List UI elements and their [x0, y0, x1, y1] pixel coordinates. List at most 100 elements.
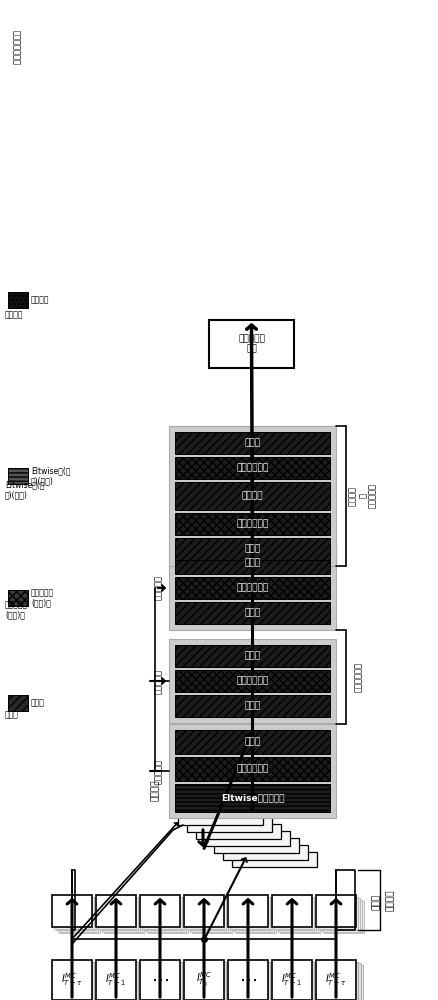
Text: 卷积层: 卷积层 [244, 558, 260, 568]
Bar [175, 432, 329, 454]
Bar [140, 895, 180, 927]
Bar [279, 901, 319, 933]
Text: $I^{MC}_{T-1}$: $I^{MC}_{T-1}$ [105, 972, 126, 988]
Bar [102, 900, 141, 932]
Text: 反卷积层组: 反卷积层组 [367, 484, 376, 508]
Bar [190, 900, 230, 932]
Text: 卷积规范化
(激活)层: 卷积规范化 (激活)层 [5, 600, 28, 619]
Bar [140, 960, 180, 1000]
Bar [57, 963, 97, 1000]
Bar [189, 963, 229, 1000]
Bar [175, 784, 329, 812]
Bar [191, 964, 231, 1000]
Text: 输出视频帧
序列: 输出视频帧 序列 [237, 334, 265, 354]
Text: Eltwise层（相加）: Eltwise层（相加） [220, 794, 283, 802]
Text: 帧处理: 帧处理 [371, 894, 380, 910]
Bar [235, 964, 275, 1000]
Text: 卷积层: 卷积层 [244, 608, 260, 617]
Bar [233, 900, 273, 932]
Bar [315, 895, 355, 927]
Text: 卷积规范化层: 卷积规范化层 [236, 584, 268, 592]
Bar [54, 896, 94, 928]
Bar [175, 670, 329, 692]
Text: 卷积层: 卷积层 [244, 438, 260, 448]
Text: 卷积层: 卷积层 [5, 710, 19, 719]
Bar [169, 639, 335, 723]
Text: 卷积层: 卷积层 [244, 702, 260, 710]
Bar [273, 896, 313, 928]
Text: 光流对齐层: 光流对齐层 [153, 758, 162, 784]
Text: 残差对齐层: 残差对齐层 [153, 668, 162, 694]
Text: 卷积层: 卷积层 [244, 652, 260, 660]
Text: Eltwise层(相
加)(相乘): Eltwise层(相 加)(相乘) [5, 480, 44, 499]
Bar [98, 962, 138, 1000]
Bar [272, 960, 311, 1000]
Bar [142, 962, 182, 1000]
Bar [56, 898, 96, 930]
Bar [279, 964, 319, 1000]
Bar [187, 898, 227, 930]
Bar [175, 645, 329, 667]
Bar [60, 964, 99, 1000]
Bar [146, 900, 186, 932]
Bar [231, 852, 316, 867]
Bar [205, 831, 290, 846]
Bar [213, 838, 298, 853]
Bar [58, 900, 98, 932]
Bar [323, 964, 363, 1000]
Bar [169, 426, 335, 566]
Bar [175, 602, 329, 624]
Text: 卷积层: 卷积层 [244, 544, 260, 554]
Text: 卷积规范化
(激活)层: 卷积规范化 (激活)层 [31, 588, 54, 608]
Bar [320, 963, 360, 1000]
Text: 反卷积层: 反卷积层 [5, 310, 24, 319]
Bar [191, 901, 231, 933]
Bar [177, 810, 262, 825]
Bar [175, 538, 329, 560]
Bar [52, 960, 92, 1000]
Bar [141, 896, 182, 928]
Bar [323, 901, 363, 933]
Bar [277, 900, 317, 932]
Bar [175, 457, 329, 479]
Text: 卷积规范化层: 卷积规范化层 [236, 764, 268, 774]
Text: 卷积层: 卷积层 [31, 698, 45, 708]
Text: 卷积规范化层: 卷积规范化层 [236, 520, 268, 528]
Text: $\cdots$: $\cdots$ [238, 971, 256, 989]
Bar [227, 960, 267, 1000]
Bar [227, 895, 267, 927]
Text: 反卷积层: 反卷积层 [31, 296, 49, 304]
Bar [175, 482, 329, 510]
Bar [145, 963, 184, 1000]
Bar [169, 724, 335, 818]
Bar [98, 896, 138, 928]
Bar [276, 963, 316, 1000]
Text: 卷积规范化层: 卷积规范化层 [236, 676, 268, 686]
Bar [8, 590, 28, 606]
Bar [233, 963, 272, 1000]
Bar [148, 901, 187, 933]
Text: Eltwise层(相
加)(相乘): Eltwise层(相 加)(相乘) [31, 466, 71, 486]
Bar [96, 960, 136, 1000]
Bar [175, 552, 329, 574]
Bar [147, 964, 187, 1000]
Bar [52, 895, 92, 927]
Bar [319, 898, 359, 930]
Bar [272, 895, 311, 927]
Bar [184, 895, 223, 927]
Text: $I^{MC}_{T+1}$: $I^{MC}_{T+1}$ [281, 972, 302, 988]
Bar [175, 757, 329, 781]
Bar [236, 901, 276, 933]
Bar [321, 900, 361, 932]
Bar [101, 963, 141, 1000]
Text: 残差对齐层: 残差对齐层 [153, 576, 162, 600]
Bar [315, 960, 355, 1000]
Bar [195, 824, 280, 839]
Bar [230, 896, 269, 928]
Bar [8, 292, 28, 308]
Text: $I^{MC}_{T-\tau}$: $I^{MC}_{T-\tau}$ [61, 972, 83, 988]
Text: 输入视频帧序列: 输入视频帧序列 [11, 30, 21, 65]
Text: $I^{MC}_{T_0}$: $I^{MC}_{T_0}$ [195, 971, 212, 989]
Bar [186, 962, 226, 1000]
Bar [231, 898, 272, 930]
